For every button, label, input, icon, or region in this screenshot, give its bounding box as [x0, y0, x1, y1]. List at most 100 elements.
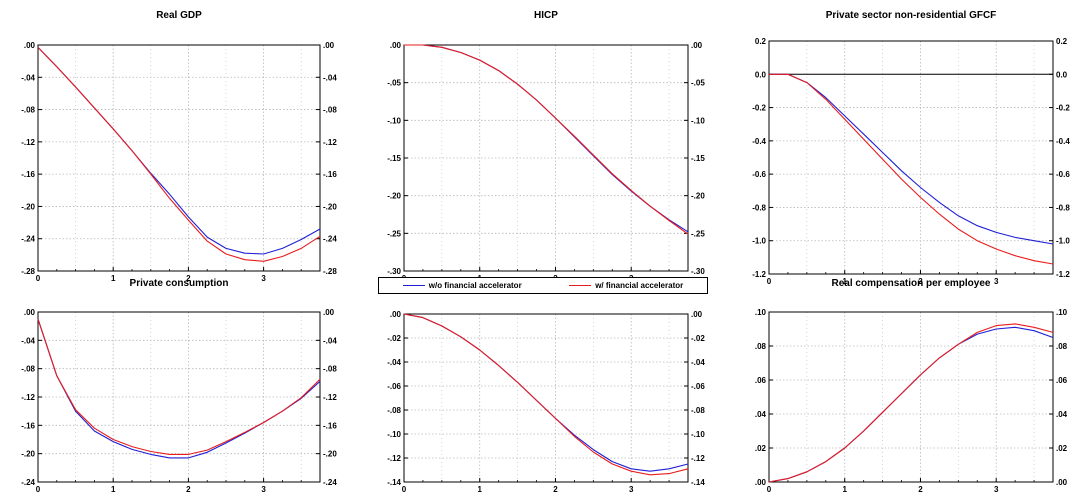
y-tick-label-left: -0.2 — [752, 104, 766, 113]
y-tick-label-right: .10 — [1056, 308, 1068, 317]
y-tick-label-left: .00 — [24, 41, 36, 50]
y-tick-label-right: .00 — [1056, 478, 1068, 487]
chart-panel-2: HICP .00 .00 -.05 -.05 -.10 -.10 -.15 -.15 -.20 -.… — [387, 10, 705, 283]
x-tick-label: 3 — [629, 485, 634, 494]
plot-frame — [37, 44, 321, 272]
y-tick-label-left: -1.0 — [752, 237, 766, 246]
y-tick-label-right: -.04 — [691, 358, 705, 367]
y-tick-label-left: .00 — [755, 478, 767, 487]
y-tick-label-left: -.10 — [387, 430, 401, 439]
y-tick-label-left: 0.2 — [755, 37, 767, 46]
y-tick-label-left: -.24 — [21, 478, 35, 487]
y-tick-label-left: -.04 — [21, 336, 35, 345]
series-line-with-fa — [37, 47, 321, 262]
x-tick-label: 1 — [111, 274, 116, 283]
x-tick-label: 3 — [261, 485, 266, 494]
legend-entry-with-fa: w/ financial accelerator — [569, 281, 683, 290]
plot-frame — [768, 40, 1054, 275]
x-tick-label: 2 — [918, 277, 923, 286]
x-tick-label: 3 — [994, 485, 999, 494]
y-tick-label-left: .02 — [755, 444, 767, 453]
legend-label-without-fa: w/o financial accelerator — [428, 281, 522, 290]
y-tick-label-left: .00 — [24, 308, 36, 317]
y-tick-label-left: -.08 — [21, 106, 35, 115]
x-tick-label: 0 — [36, 274, 41, 283]
y-tick-label-right: -.15 — [691, 154, 705, 163]
legend-swatch-without-fa — [402, 285, 425, 286]
y-tick-label-right: -.24 — [323, 235, 337, 244]
y-tick-label-left: -.05 — [387, 79, 401, 88]
x-tick-label: 0 — [402, 485, 407, 494]
chart-panel-3: Private sector non-residential GFCF 0.2 0.… — [752, 10, 1070, 286]
y-tick-label-left: -.25 — [387, 229, 401, 238]
y-tick-label-left: .00 — [390, 41, 402, 50]
chart-panel-5: Total employment.00.00-.02-.02-.04-.04-.… — [387, 278, 705, 494]
y-tick-label-left: -.14 — [387, 478, 401, 487]
chart-panel-6: Real compensation per employee .10 .10 .08.… — [755, 278, 1068, 494]
y-tick-label-right: -.30 — [691, 267, 705, 276]
y-tick-label-right: -0.2 — [1056, 104, 1070, 113]
y-tick-label-right: -.16 — [323, 170, 337, 179]
y-tick-label-left: -.28 — [21, 267, 35, 276]
x-tick-label: 3 — [261, 274, 266, 283]
y-tick-label-right: -.04 — [323, 73, 337, 82]
y-tick-label-left: -.04 — [387, 358, 401, 367]
y-tick-label-right: .00 — [323, 308, 335, 317]
y-tick-label-right: -.20 — [323, 450, 337, 459]
y-tick-label-right: .04 — [1056, 410, 1068, 419]
y-tick-label-right: -0.6 — [1056, 170, 1070, 179]
chart-title: Real compensation per employee — [832, 278, 991, 289]
y-tick-label-left: 0.0 — [755, 70, 767, 79]
y-tick-label-right: -.20 — [323, 202, 337, 211]
y-tick-label-right: -.08 — [323, 106, 337, 115]
y-tick-label-right: -.12 — [323, 138, 337, 147]
y-tick-label-left: -.16 — [21, 421, 35, 430]
y-tick-label-right: 0.2 — [1056, 37, 1068, 46]
legend-swatch-with-fa — [569, 285, 592, 286]
y-tick-label-left: -.20 — [387, 192, 401, 201]
plot-frame — [768, 311, 1054, 483]
chart-title: Private consumption — [130, 278, 229, 289]
y-tick-label-right: .02 — [1056, 444, 1068, 453]
legend-box: w/o financial accelerator w/ financial a… — [378, 277, 708, 294]
y-tick-label-left: -0.8 — [752, 203, 766, 212]
y-tick-label-left: -.20 — [21, 450, 35, 459]
chart-title: Private sector non-residential GFCF — [826, 10, 997, 21]
y-tick-label-left: -.20 — [21, 202, 35, 211]
x-tick-label: 1 — [843, 485, 848, 494]
chart-panel-4: Private consumption .00 .00 -.04 -.04 -.08 -.0… — [21, 278, 337, 494]
y-tick-label-left: -1.2 — [752, 270, 766, 279]
series-line-with-fa — [37, 318, 321, 455]
x-tick-label: 1 — [111, 485, 116, 494]
y-tick-label-left: -.08 — [387, 406, 401, 415]
y-tick-label-left: -.12 — [21, 393, 35, 402]
series-line-without-fa — [37, 318, 321, 459]
chart-title: Real GDP — [156, 10, 202, 21]
y-tick-label-right: -.08 — [691, 406, 705, 415]
y-tick-label-left: -0.6 — [752, 170, 766, 179]
y-tick-label-left: -.24 — [21, 235, 35, 244]
y-tick-label-left: .00 — [390, 310, 402, 319]
y-tick-label-left: -.15 — [387, 154, 401, 163]
y-tick-label-right: -1.0 — [1056, 237, 1070, 246]
y-tick-label-left: -.30 — [387, 267, 401, 276]
y-tick-label-left: .10 — [755, 308, 767, 317]
y-tick-label-right: -.02 — [691, 334, 705, 343]
series-line-without-fa — [769, 73, 1054, 245]
y-tick-label-right: -.25 — [691, 229, 705, 238]
series-line-without-fa — [404, 44, 689, 233]
y-tick-label-left: -.02 — [387, 334, 401, 343]
chart-title: HICP — [534, 10, 558, 21]
y-tick-label-right: -.16 — [323, 421, 337, 430]
y-tick-label-right: -0.4 — [1056, 137, 1070, 146]
series-line-without-fa — [768, 326, 1054, 483]
y-tick-label-left: .06 — [755, 376, 767, 385]
y-tick-label-right: -.10 — [691, 116, 705, 125]
y-tick-label-left: .04 — [755, 410, 767, 419]
y-tick-label-right: -.12 — [323, 393, 337, 402]
x-tick-label: 2 — [553, 485, 558, 494]
y-tick-label-left: -.12 — [387, 454, 401, 463]
y-tick-label-left: -.16 — [21, 170, 35, 179]
y-tick-label-right: -1.2 — [1056, 270, 1070, 279]
series-line-with-fa — [769, 73, 1054, 265]
